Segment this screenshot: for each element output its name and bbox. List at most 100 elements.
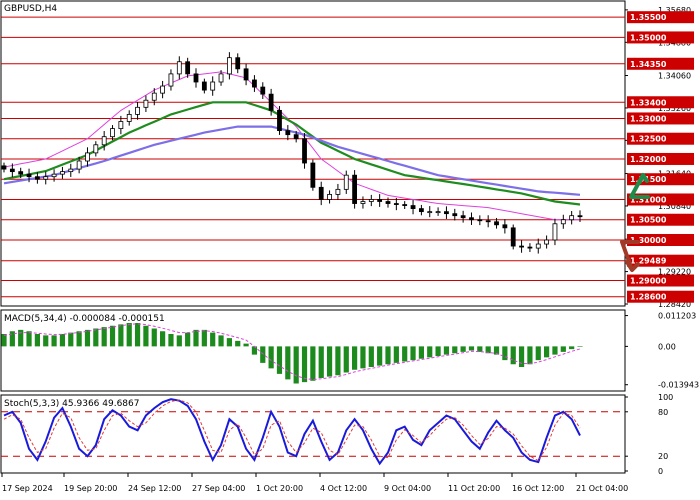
level-labels: 1.35500 1.35000 1.34350 1.33400 1.33000 1.325… <box>627 11 694 303</box>
candle <box>327 190 332 204</box>
macd-bar <box>59 334 66 347</box>
candle-body <box>51 173 57 178</box>
candle-body <box>110 128 115 138</box>
candle <box>1 162 7 173</box>
stoch-tick-label: 80 <box>658 408 668 417</box>
macd-bar <box>352 346 358 370</box>
macd-bar <box>377 346 383 366</box>
time-tick-label: 11 Oct 20:00 <box>448 484 500 493</box>
macd-bar <box>310 346 316 381</box>
candle-body <box>151 92 157 101</box>
candle <box>368 194 374 207</box>
macd-bar <box>385 346 391 365</box>
macd-bar <box>134 323 141 347</box>
candle <box>343 170 349 194</box>
candle <box>85 147 90 167</box>
stoch-tick-label: 20 <box>658 452 668 461</box>
macd-bar <box>318 346 324 378</box>
candle-body <box>185 61 191 75</box>
stoch-tick-label: 0 <box>658 467 663 476</box>
candle <box>285 125 291 141</box>
macd-bar <box>518 346 525 367</box>
macd-bar <box>335 346 341 376</box>
macd-bar <box>268 346 274 369</box>
macd-bar <box>285 346 291 380</box>
macd-bar <box>410 346 416 361</box>
candle <box>9 163 15 178</box>
candle-body <box>34 176 40 180</box>
candle-body <box>285 130 291 136</box>
candle <box>68 163 74 177</box>
candle-body <box>293 134 299 140</box>
time-tick-label: 17 Sep 2024 <box>2 484 53 493</box>
candle-body <box>68 168 74 173</box>
level-label-box <box>627 112 694 125</box>
level-label: 1.33400 <box>630 98 667 107</box>
candle <box>402 201 408 209</box>
macd-bar <box>502 346 508 361</box>
time-axis: 17 Sep 2024 19 Sep 20:00 24 Sep 12:00 27 Se… <box>1 473 628 493</box>
candle <box>469 212 474 225</box>
macd-bar <box>452 346 458 354</box>
candle <box>418 204 424 216</box>
candle-body <box>418 208 424 213</box>
macd-bar <box>160 331 166 347</box>
up-arrow-icon <box>629 173 650 199</box>
macd-bar <box>360 346 366 369</box>
macd-bar <box>468 346 475 351</box>
candle-body <box>352 174 358 204</box>
candle <box>318 181 324 206</box>
macd-bar <box>560 346 566 352</box>
candle-body <box>101 136 107 146</box>
price-tick-label: 1.30840 <box>658 202 691 211</box>
candle-body <box>494 221 499 226</box>
macd-bar <box>418 346 424 359</box>
candle <box>26 168 32 183</box>
level-label-box <box>627 254 694 267</box>
macd-bar <box>168 334 174 347</box>
candle <box>352 170 358 209</box>
candle-body <box>218 73 224 83</box>
price-tick-label: 1.35680 <box>658 6 691 15</box>
price-tick-label: 1.29220 <box>658 268 691 277</box>
candle-body <box>85 152 90 162</box>
macd-bar <box>276 346 283 374</box>
time-tick-label: 27 Sep 04:00 <box>192 484 245 493</box>
time-tick-label: 16 Oct 12:00 <box>512 484 564 493</box>
candle <box>243 63 249 86</box>
macd-bar <box>185 332 191 347</box>
macd-bar <box>510 346 516 365</box>
candle <box>277 106 282 135</box>
candle <box>135 101 140 120</box>
moving-average-line <box>3 101 581 206</box>
time-tick-label: 4 Oct 12:00 <box>320 484 367 493</box>
candle <box>210 76 216 96</box>
candle-body <box>226 57 232 75</box>
macd-histogram <box>1 323 583 384</box>
candle <box>302 133 307 169</box>
candle <box>34 172 40 184</box>
candle <box>460 210 466 223</box>
candle <box>427 206 433 218</box>
candle-body <box>277 109 282 132</box>
candle-body <box>235 57 241 70</box>
candle-body <box>160 85 166 94</box>
level-label: 1.34350 <box>630 60 667 69</box>
time-tick-label: 1 Oct 20:00 <box>256 484 303 493</box>
macd-signal-path <box>3 323 581 381</box>
macd-bar <box>427 346 433 358</box>
candle-body <box>1 165 7 170</box>
candle <box>201 78 207 94</box>
candle-body <box>460 215 466 219</box>
level-label: 1.29000 <box>630 277 667 286</box>
stoch-title: Stoch(5,3,3) 45.9366 49.6867 <box>4 399 139 409</box>
macd-bar <box>544 346 550 358</box>
candle-body <box>43 176 49 180</box>
macd-bar <box>109 325 116 347</box>
macd-bar <box>235 340 241 347</box>
macd-bar <box>226 338 232 347</box>
candle-body <box>377 199 383 202</box>
level-label: 1.32000 <box>630 155 667 164</box>
candle <box>193 68 199 88</box>
candle-body <box>402 204 408 206</box>
